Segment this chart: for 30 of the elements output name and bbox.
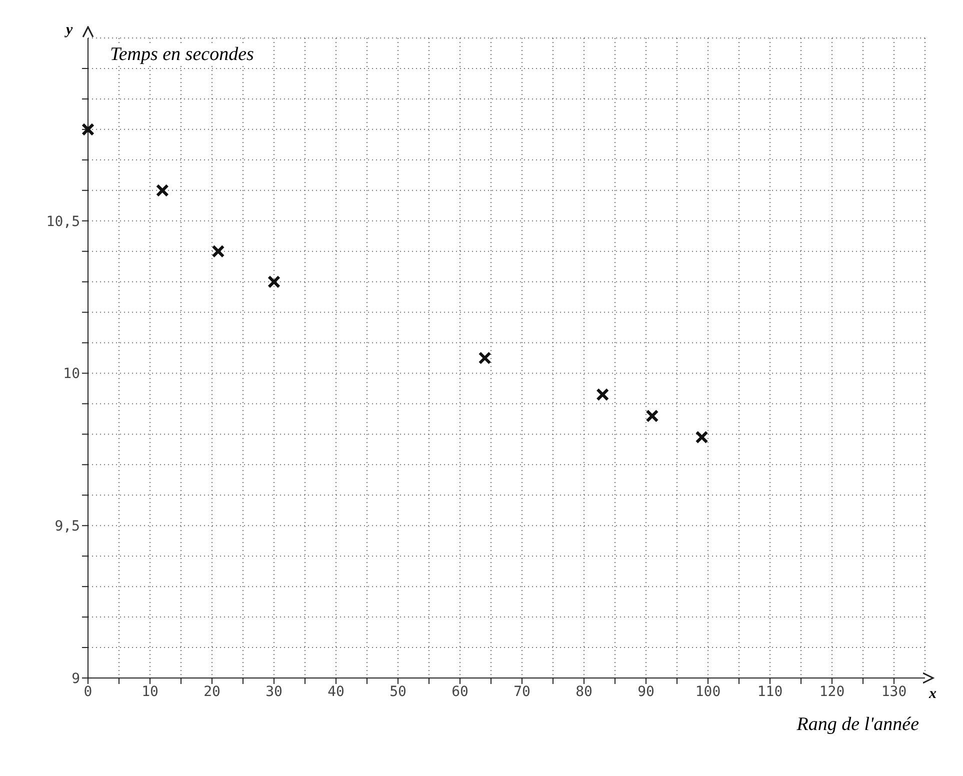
- point: [268, 275, 280, 288]
- x-tick-label: 120: [819, 684, 845, 700]
- point: [212, 244, 225, 258]
- point: [695, 430, 708, 444]
- text: y: [66, 22, 73, 39]
- x-tick-label: 30: [266, 684, 282, 700]
- x-tick-label: 20: [204, 684, 220, 700]
- y-axis-title: Temps en secondes: [110, 44, 254, 66]
- point: [478, 352, 492, 364]
- x-tick-label: 60: [452, 684, 468, 700]
- x-tick-label: 90: [638, 684, 654, 700]
- point: [596, 388, 610, 402]
- y-tick-label: 9,5: [54, 518, 80, 535]
- y-tick-label: 10: [63, 366, 80, 382]
- point: [156, 184, 169, 197]
- x-tick-label: 10: [142, 684, 158, 700]
- x-tick-label: 130: [881, 684, 907, 700]
- x-axis-title: Rang de l'année: [796, 714, 919, 736]
- x-tick-label: 80: [576, 684, 592, 700]
- y-tick-label: 9: [72, 670, 80, 687]
- point: [82, 122, 94, 136]
- y-tick-label: 10,5: [46, 214, 80, 230]
- x-tick-label: 40: [328, 684, 344, 700]
- x-tick-label: 70: [514, 684, 530, 700]
- point: [646, 409, 659, 422]
- text: x: [929, 686, 936, 703]
- x-tick-label: 110: [757, 684, 783, 700]
- x-tick-label: 0: [84, 684, 92, 700]
- x-tick-label: 50: [390, 684, 406, 700]
- x-tick-label: 100: [695, 684, 721, 700]
